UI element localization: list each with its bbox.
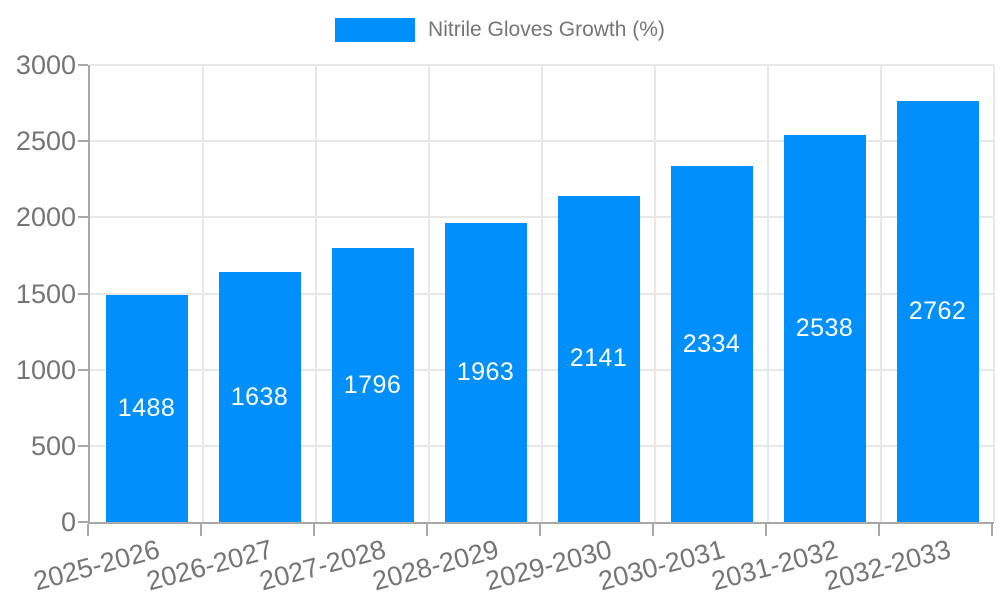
grid-line-vertical — [993, 65, 995, 522]
y-tick-mark — [78, 140, 88, 143]
x-tick-mark — [539, 524, 541, 536]
y-tick-mark — [78, 292, 88, 295]
y-tick-mark — [78, 368, 88, 371]
bar[interactable]: 1796 — [331, 248, 414, 522]
legend-label: Nitrile Gloves Growth (%) — [428, 18, 665, 41]
y-tick-label: 2000 — [15, 202, 76, 233]
bar-value-label: 1963 — [456, 357, 515, 386]
bar-value-label: 1638 — [230, 382, 289, 411]
x-tick-mark — [426, 524, 428, 536]
y-tick-label: 3000 — [15, 50, 76, 80]
bar-value-label: 1796 — [343, 370, 402, 399]
bar[interactable]: 1963 — [444, 222, 527, 522]
x-tick-mark — [313, 524, 315, 536]
bar[interactable]: 2538 — [783, 135, 866, 522]
x-tick-mark — [878, 524, 880, 536]
grid-line-vertical — [428, 65, 430, 522]
legend-swatch-icon — [335, 18, 416, 42]
x-tick-mark — [87, 524, 89, 536]
y-tick-label: 1500 — [15, 278, 76, 309]
bar[interactable]: 2141 — [557, 195, 640, 522]
bar-value-label: 2334 — [682, 329, 741, 358]
bar-value-label: 2762 — [908, 297, 967, 326]
grid-line-vertical — [202, 65, 204, 522]
legend[interactable]: Nitrile Gloves Growth (%) — [0, 12, 1000, 48]
bar[interactable]: 1638 — [218, 272, 301, 522]
grid-line-vertical — [541, 65, 543, 522]
y-tick-label: 500 — [30, 430, 76, 461]
y-tick-mark — [78, 521, 88, 523]
grid-line-vertical — [654, 65, 656, 522]
bar-value-label: 2538 — [795, 314, 854, 343]
y-tick-mark — [78, 444, 88, 447]
y-tick-label: 0 — [60, 507, 76, 537]
y-tick-mark — [78, 64, 88, 66]
grid-line-vertical — [880, 65, 882, 522]
y-tick-mark — [78, 216, 88, 219]
grid-line-vertical — [767, 65, 769, 522]
y-tick-label: 1000 — [15, 354, 76, 385]
bar[interactable]: 2762 — [896, 101, 979, 522]
bar-value-label: 1488 — [117, 394, 176, 423]
x-tick-mark — [652, 524, 654, 536]
x-tick-mark — [991, 524, 993, 536]
grid-line-vertical — [315, 65, 317, 522]
x-tick-mark — [765, 524, 767, 536]
plot-area: 1488 1638 1796 1963 2141 2334 2538 2762 — [88, 64, 995, 524]
y-tick-label: 2500 — [15, 126, 76, 157]
x-tick-mark — [200, 524, 202, 536]
bar[interactable]: 2334 — [670, 166, 753, 522]
bar[interactable]: 1488 — [105, 295, 188, 522]
bar-value-label: 2141 — [569, 344, 628, 373]
